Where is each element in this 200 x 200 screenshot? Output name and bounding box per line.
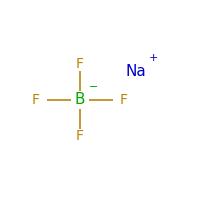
Text: F: F <box>120 93 128 107</box>
Text: F: F <box>76 129 84 143</box>
Text: B: B <box>75 92 85 108</box>
Text: Na: Na <box>126 64 146 78</box>
Text: −: − <box>88 82 98 92</box>
Text: +: + <box>148 53 158 63</box>
Text: F: F <box>76 57 84 71</box>
Text: F: F <box>32 93 40 107</box>
